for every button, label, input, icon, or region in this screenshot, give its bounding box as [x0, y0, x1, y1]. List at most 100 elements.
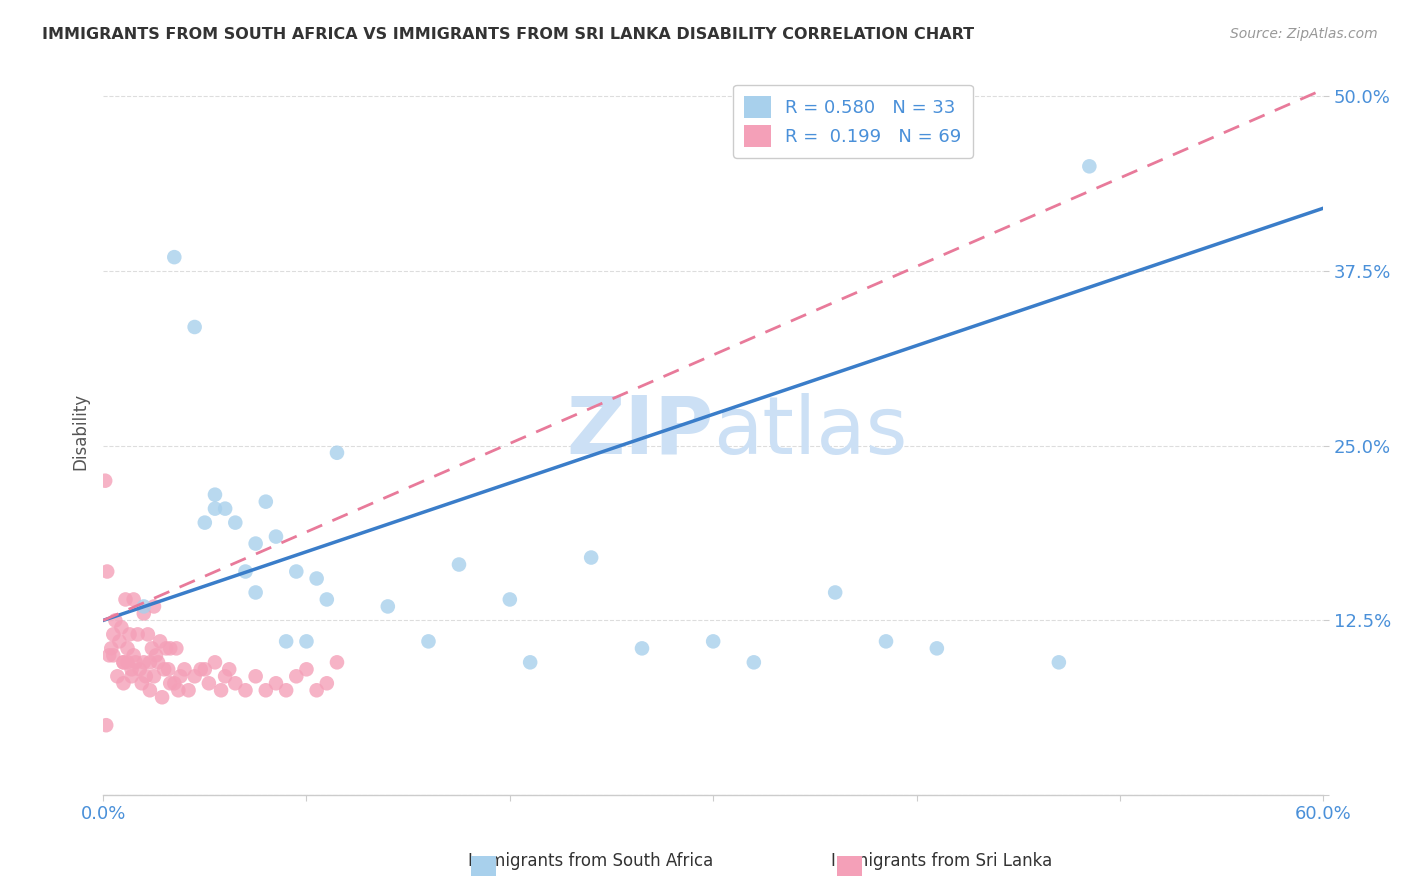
- Point: [169, 669, 191, 683]
- Point: [285, 669, 308, 683]
- Point: [264, 530, 287, 544]
- Point: [631, 641, 654, 656]
- Point: [145, 648, 167, 663]
- Point: [139, 656, 162, 670]
- Point: [285, 565, 308, 579]
- Point: [135, 669, 157, 683]
- Point: [157, 662, 180, 676]
- Point: [214, 501, 236, 516]
- Point: [108, 634, 131, 648]
- Point: [127, 627, 149, 641]
- Point: [100, 641, 122, 656]
- Point: [198, 676, 221, 690]
- Point: [254, 683, 277, 698]
- Point: [326, 656, 349, 670]
- Text: Immigrants from South Africa: Immigrants from South Africa: [468, 852, 713, 870]
- Point: [131, 676, 153, 690]
- Point: [235, 683, 257, 698]
- Point: [153, 662, 176, 676]
- Point: [159, 641, 181, 656]
- Point: [124, 656, 146, 670]
- Point: [132, 599, 155, 614]
- Point: [254, 494, 277, 508]
- Point: [218, 662, 240, 676]
- Point: [159, 676, 181, 690]
- Point: [139, 683, 162, 698]
- Point: [96, 718, 118, 732]
- Point: [167, 683, 190, 698]
- Point: [122, 648, 145, 663]
- Point: [103, 648, 125, 663]
- Point: [377, 599, 399, 614]
- Point: [117, 641, 139, 656]
- Point: [173, 662, 195, 676]
- Y-axis label: Disability: Disability: [72, 393, 89, 470]
- Point: [141, 641, 163, 656]
- Point: [112, 656, 135, 670]
- Point: [418, 634, 440, 648]
- Point: [214, 669, 236, 683]
- Point: [117, 656, 139, 670]
- Point: [264, 676, 287, 690]
- Point: [155, 641, 177, 656]
- Text: Immigrants from Sri Lanka: Immigrants from Sri Lanka: [831, 852, 1053, 870]
- Point: [245, 585, 267, 599]
- Point: [121, 662, 143, 676]
- Point: [143, 599, 166, 614]
- Point: [204, 501, 226, 516]
- Point: [579, 550, 602, 565]
- Point: [925, 641, 948, 656]
- Point: [122, 592, 145, 607]
- Point: [121, 669, 143, 683]
- Point: [447, 558, 470, 572]
- Point: [110, 620, 132, 634]
- Point: [326, 446, 349, 460]
- Point: [499, 592, 522, 607]
- Point: [824, 585, 846, 599]
- Point: [98, 648, 121, 663]
- Point: [305, 683, 328, 698]
- Point: [194, 662, 217, 676]
- Point: [146, 656, 169, 670]
- Point: [149, 634, 172, 648]
- Point: [224, 516, 246, 530]
- Point: [183, 669, 205, 683]
- Point: [132, 607, 155, 621]
- Point: [183, 320, 205, 334]
- Point: [118, 627, 141, 641]
- Point: [132, 656, 155, 670]
- Point: [103, 627, 125, 641]
- Point: [742, 656, 765, 670]
- Point: [112, 676, 135, 690]
- Point: [194, 516, 217, 530]
- Point: [165, 641, 187, 656]
- Point: [105, 669, 128, 683]
- Text: IMMIGRANTS FROM SOUTH AFRICA VS IMMIGRANTS FROM SRI LANKA DISABILITY CORRELATION: IMMIGRANTS FROM SOUTH AFRICA VS IMMIGRAN…: [42, 27, 974, 42]
- Point: [204, 656, 226, 670]
- Point: [204, 488, 226, 502]
- Point: [235, 565, 257, 579]
- Point: [702, 634, 724, 648]
- Point: [190, 662, 212, 676]
- Point: [245, 536, 267, 550]
- Point: [305, 572, 328, 586]
- Text: Source: ZipAtlas.com: Source: ZipAtlas.com: [1230, 27, 1378, 41]
- Point: [276, 683, 298, 698]
- Point: [163, 250, 186, 264]
- Point: [163, 676, 186, 690]
- Point: [1047, 656, 1070, 670]
- Point: [136, 627, 159, 641]
- Point: [96, 565, 118, 579]
- Point: [224, 676, 246, 690]
- Point: [150, 690, 173, 705]
- Point: [315, 676, 337, 690]
- Point: [276, 634, 298, 648]
- Point: [315, 592, 337, 607]
- Point: [1078, 159, 1101, 173]
- Point: [177, 683, 200, 698]
- Point: [114, 592, 136, 607]
- Point: [245, 669, 267, 683]
- Point: [295, 634, 318, 648]
- Point: [94, 474, 117, 488]
- Point: [104, 614, 127, 628]
